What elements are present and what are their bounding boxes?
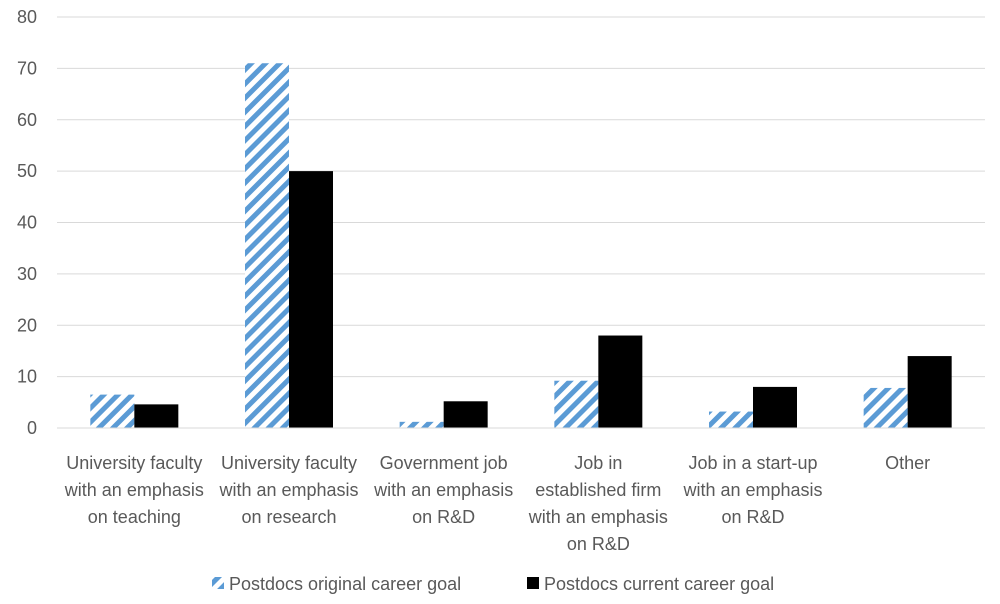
bar-original-goal: [245, 63, 289, 429]
bar-current-goal: [443, 401, 488, 428]
x-category-label-line: with an emphasis: [373, 480, 513, 500]
x-category-label: Job in established firm with an emphasis on…: [528, 453, 668, 554]
x-category-label-line: with an emphasis: [682, 480, 822, 500]
x-category-label-line: with an emphasis: [64, 480, 204, 500]
legend-swatch-current-goal: [527, 577, 539, 589]
y-axis-tick-labels: 0 10 20 30 40 50 60 70 80: [17, 7, 37, 438]
x-category-label-line: Other: [885, 453, 930, 473]
bar-original-goal: [554, 380, 599, 428]
legend-label-original-goal: Postdocs original career goal: [229, 574, 461, 594]
y-tick-label: 50: [17, 161, 37, 181]
legend-swatch-original-goal: [212, 577, 224, 589]
bar-original-goal: [709, 411, 753, 428]
bar-original-goal: [863, 387, 908, 428]
x-category-label: University faculty with an emphasis on res…: [218, 453, 358, 527]
bar-current-goal: [907, 356, 952, 428]
x-category-label-line: with an emphasis: [528, 507, 668, 527]
x-category-label-line: on research: [241, 507, 336, 527]
x-category-label-line: on teaching: [88, 507, 181, 527]
x-category-label-line: established firm: [535, 480, 661, 500]
bar-current-goal: [289, 171, 333, 428]
legend: Postdocs original career goal Postdocs cu…: [212, 574, 774, 594]
x-category-label-line: University faculty: [221, 453, 357, 473]
x-category-label: Government job with an emphasis on R&D: [373, 453, 513, 527]
x-category-label: Job in a start-up with an emphasis on R&D: [682, 453, 822, 527]
x-category-label: Other: [885, 453, 930, 473]
bar-current-goal: [753, 386, 797, 428]
gridlines: [57, 16, 985, 378]
x-category-label-line: Government job: [380, 453, 508, 473]
bar-current-goal: [598, 335, 643, 428]
x-category-label-line: on R&D: [412, 507, 475, 527]
legend-label-current-goal: Postdocs current career goal: [544, 574, 774, 594]
x-category-label-line: on R&D: [721, 507, 784, 527]
x-category-label-line: on R&D: [567, 534, 630, 554]
y-tick-label: 30: [17, 264, 37, 284]
y-tick-label: 70: [17, 58, 37, 78]
x-axis-category-labels: University faculty with an emphasis on tea…: [64, 453, 930, 554]
x-category-label-line: Job in: [574, 453, 622, 473]
bar-current-goal: [134, 404, 179, 428]
y-tick-label: 10: [17, 367, 37, 387]
x-category-label-line: Job in a start-up: [688, 453, 817, 473]
x-category-label-line: with an emphasis: [218, 480, 358, 500]
y-tick-label: 0: [27, 418, 37, 438]
y-tick-label: 20: [17, 315, 37, 335]
y-tick-label: 40: [17, 213, 37, 233]
bar-original-goal: [90, 394, 135, 428]
x-category-label: University faculty with an emphasis on tea…: [64, 453, 204, 527]
bars: [90, 63, 952, 429]
x-category-label-line: University faculty: [66, 453, 202, 473]
bar-original-goal: [399, 421, 444, 428]
y-tick-label: 80: [17, 7, 37, 27]
y-tick-label: 60: [17, 110, 37, 130]
